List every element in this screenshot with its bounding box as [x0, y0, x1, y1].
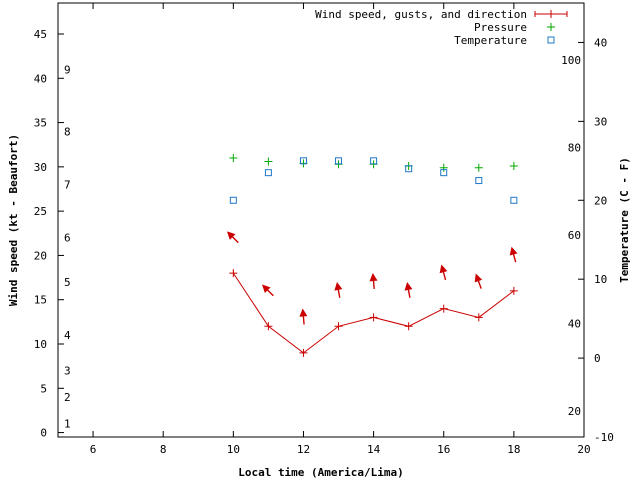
x-tick-label: 10 [227, 443, 240, 456]
y2-tick-label: 40 [594, 36, 607, 49]
wind-direction-arrow [262, 284, 274, 297]
temperature-point [335, 157, 343, 165]
y-tick-label: 35 [34, 117, 47, 130]
arrow-head [369, 273, 378, 282]
temperature-point [264, 169, 272, 177]
legend-label: Temperature [454, 34, 527, 47]
legend-label: Wind speed, gusts, and direction [315, 8, 527, 21]
temperature-point [229, 196, 237, 204]
wind-direction-arrow [474, 273, 483, 289]
arrow-head [509, 246, 518, 256]
legend-label: Pressure [474, 21, 527, 34]
wind-direction-arrow [439, 264, 448, 281]
temperature-point [405, 165, 413, 173]
arrow-head [334, 281, 343, 291]
y2-tick-label: 10 [594, 273, 607, 286]
wind-speed-point [299, 348, 308, 357]
fahrenheit-label: 60 [568, 229, 581, 242]
x-tick-label: 18 [507, 443, 520, 456]
beaufort-label: 8 [64, 125, 71, 138]
arrow-head [474, 273, 483, 283]
temperature-point [299, 157, 307, 165]
x-tick-label: 12 [297, 443, 310, 456]
y2-tick-label: 30 [594, 115, 607, 128]
y2-tick-label: -10 [594, 431, 614, 444]
y-tick-label: 20 [34, 249, 47, 262]
arrow-head [439, 264, 448, 274]
y2-tick-label: 20 [594, 194, 607, 207]
beaufort-label: 9 [64, 63, 71, 76]
x-tick-label: 14 [367, 443, 381, 456]
y-tick-label: 30 [34, 161, 47, 174]
x-tick-label: 16 [437, 443, 450, 456]
y-tick-label: 45 [34, 28, 47, 41]
arrow-head [299, 308, 308, 317]
y-tick-label: 10 [34, 338, 47, 351]
arrow-head [404, 281, 413, 291]
wind-direction-arrow [369, 273, 378, 290]
beaufort-label: 4 [64, 329, 71, 342]
y-tick-label: 15 [34, 294, 47, 307]
wind-direction-arrow [299, 308, 308, 325]
temperature-point [370, 157, 378, 165]
beaufort-label: 3 [64, 365, 71, 378]
plot-frame [57, 2, 585, 438]
y-axis-label: Wind speed (kt - Beaufort) [7, 134, 20, 306]
wind-direction-arrow [404, 281, 413, 298]
beaufort-label: 1 [64, 418, 71, 431]
y-tick-label: 25 [34, 205, 47, 218]
y2-axis-label: Temperature (C - F) [618, 157, 631, 283]
wind-direction-arrow [334, 281, 343, 298]
x-tick-label: 8 [160, 443, 167, 456]
beaufort-label: 2 [64, 391, 71, 404]
temperature-point [510, 196, 518, 204]
x-axis-label: Local time (America/Lima) [238, 466, 404, 479]
wind-direction-arrow [509, 246, 518, 263]
temperature-point [475, 177, 483, 185]
y-tick-label: 5 [40, 382, 47, 395]
legend-marker [547, 23, 555, 31]
wind-speed-point [229, 269, 238, 278]
pressure-point [229, 154, 238, 162]
wind-direction-arrow [226, 231, 239, 244]
wind-speed-point [474, 313, 483, 322]
x-tick-label: 6 [90, 443, 97, 456]
beaufort-label: 6 [64, 232, 71, 245]
y-tick-label: 40 [34, 72, 47, 85]
fahrenheit-label: 20 [568, 405, 581, 418]
pressure-point [264, 157, 273, 166]
temperature-point [440, 169, 448, 177]
pressure-point [509, 161, 518, 170]
legend-marker [547, 10, 555, 18]
beaufort-label: 5 [64, 276, 71, 289]
fahrenheit-label: 80 [568, 141, 581, 154]
beaufort-label: 7 [64, 179, 71, 192]
wind-speed-point [509, 286, 518, 295]
x-tick-label: 20 [577, 443, 590, 456]
pressure-point [439, 163, 448, 172]
wind-speed-point [439, 304, 448, 313]
fahrenheit-label: 40 [568, 317, 581, 330]
y-tick-label: 0 [40, 427, 47, 440]
y2-tick-label: 0 [594, 352, 601, 365]
fahrenheit-label: 100 [561, 54, 581, 67]
legend-marker [547, 36, 555, 44]
wind-speed-point [404, 322, 413, 331]
wind-speed-point [264, 322, 273, 331]
wind-speed-point [334, 322, 343, 331]
pressure-point [474, 163, 483, 172]
wind-speed-point [369, 313, 378, 322]
